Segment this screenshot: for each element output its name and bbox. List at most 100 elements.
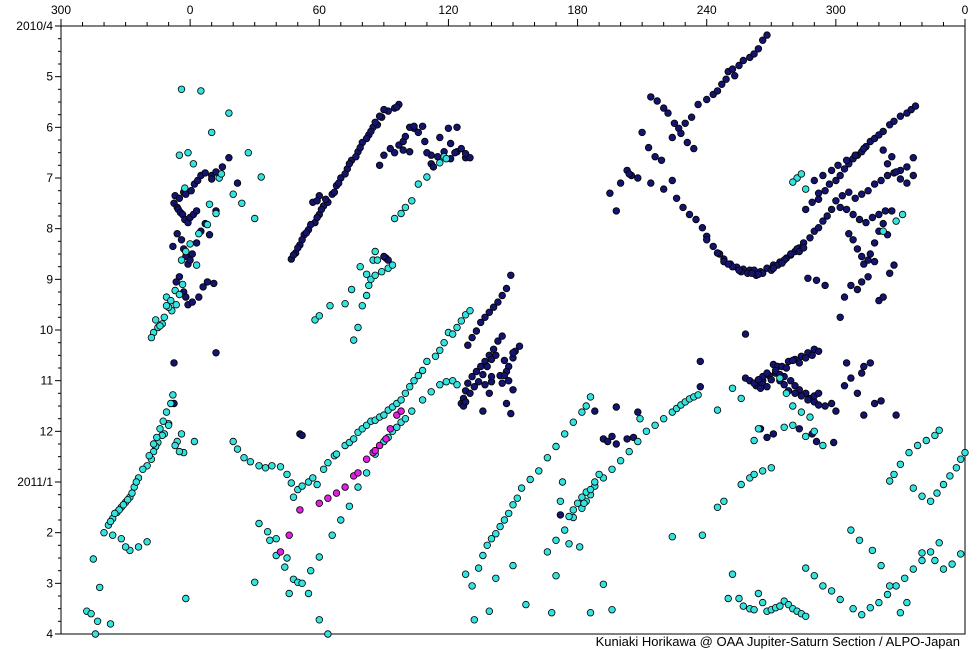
data-point-magenta [362,455,371,463]
data-point-navy [481,381,489,389]
data-point-cyan [552,572,560,580]
data-point-cyan [315,312,323,320]
data-point-navy [802,354,810,362]
data-point-cyan [496,522,504,531]
data-point-navy [862,218,870,227]
data-point-navy [515,342,524,350]
data-point-cyan [896,609,905,617]
data-point-navy [731,71,739,80]
data-point-navy [500,356,509,365]
data-point-navy [849,210,857,219]
data-point-navy [591,407,599,415]
data-point-cyan [789,421,797,429]
x-tick-label: 300 [51,3,71,17]
data-point-cyan [660,415,668,423]
data-point-cyan [591,478,599,486]
data-point-navy [875,210,883,219]
data-point-cyan [159,417,167,425]
data-point-navy [472,327,481,335]
data-point-navy [713,249,722,257]
data-point-navy [461,149,470,158]
data-point-navy [756,384,765,392]
data-point-navy [832,197,840,205]
data-point-navy [845,188,853,196]
data-point-navy [892,411,900,419]
data-point-cyan [931,431,939,440]
data-point-navy [406,147,414,156]
data-point-cyan [341,300,349,308]
data-point-navy [879,293,887,301]
data-point-navy [679,203,687,212]
data-point-navy [498,291,506,300]
data-point-navy [634,174,642,182]
x-tick-label: 0 [962,3,969,17]
data-point-cyan [373,256,382,264]
data-point-navy [335,179,343,187]
data-point-cyan [713,406,722,414]
data-point-navy [840,165,849,173]
data-point-navy [692,215,700,224]
data-point-cyan [423,357,431,366]
data-point-cyan [634,437,642,446]
data-point-navy [718,80,726,88]
data-point-navy [175,194,184,202]
data-point-magenta [276,548,285,556]
data-point-cyan [319,465,328,473]
data-point-navy [877,176,885,185]
x-tick-label: 180 [568,3,588,17]
data-point-cyan [436,346,444,354]
data-point-cyan [139,465,147,473]
data-point-cyan [397,209,405,218]
data-point-navy [612,403,620,411]
data-point-cyan [371,247,379,256]
data-point-cyan [578,408,586,416]
data-point-navy [763,31,771,39]
data-point-navy [860,144,868,153]
data-point-navy [696,383,704,391]
data-point-navy [453,123,461,131]
data-point-navy [819,171,827,180]
data-point-navy [814,189,823,197]
data-point-cyan [735,594,743,603]
data-point-cyan [431,352,440,360]
data-point-cyan [886,582,894,590]
data-point-cyan [883,590,892,599]
data-point-navy [703,236,711,244]
data-point-cyan [153,433,161,442]
data-point-navy [481,313,489,321]
data-point-navy [847,281,855,290]
data-point-navy [307,220,315,229]
data-point-navy [507,409,515,418]
data-point-cyan [436,381,444,389]
data-point-navy [866,250,874,258]
data-point-cyan [802,564,810,572]
data-point-navy [479,370,487,379]
data-point-navy [858,190,866,198]
data-point-cyan [186,240,194,248]
data-point-cyan [453,381,461,389]
data-point-cyan [287,479,295,487]
data-point-navy [778,259,786,267]
data-point-cyan [162,408,171,416]
data-point-navy [434,152,442,161]
data-point-navy [182,293,190,301]
data-point-cyan [388,261,397,269]
data-point-cyan [892,582,900,590]
data-point-cyan [957,455,965,463]
data-point-navy [763,383,771,391]
data-point-cyan [350,336,358,344]
data-point-cyan [175,290,184,299]
data-point-cyan [535,467,543,475]
data-point-navy [644,143,653,152]
data-point-cyan [470,616,478,624]
data-point-magenta [382,435,390,443]
data-point-cyan [836,595,844,604]
data-point-navy [487,372,496,381]
data-point-navy [709,242,717,251]
data-point-navy [205,230,214,239]
data-point-cyan [408,407,416,415]
data-point-cyan [952,464,961,472]
y-tick-label: 11 [41,374,54,388]
data-point-cyan [754,589,763,598]
